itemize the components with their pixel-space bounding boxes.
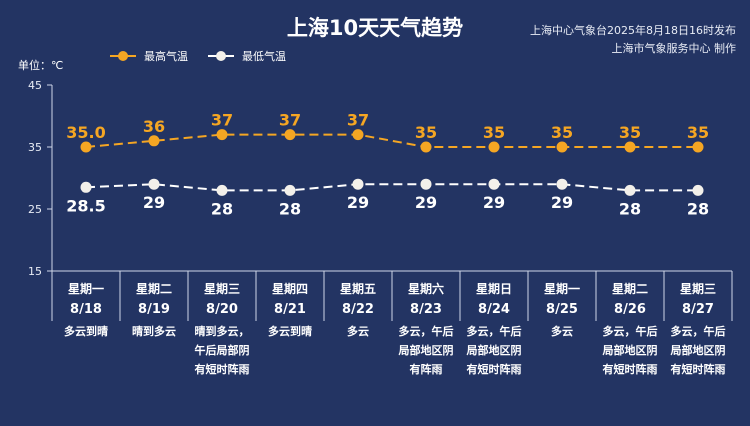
producer-info: 上海市气象服务中心 制作 <box>611 42 737 55</box>
date-label: 8/23 <box>410 302 442 317</box>
weather-text: 多云，午后 <box>399 324 454 338</box>
weekday-label: 星期一 <box>68 281 104 296</box>
date-label: 8/25 <box>546 302 578 317</box>
weekday-label: 星期六 <box>408 281 444 296</box>
date-label: 8/20 <box>206 302 238 317</box>
high-marker-icon <box>110 51 136 61</box>
weather-text: 局部地区阴 <box>602 343 658 357</box>
weekday-label: 星期二 <box>612 281 648 296</box>
weather-text: 有短时阵雨 <box>671 362 726 376</box>
legend-low-label: 最低气温 <box>242 50 286 63</box>
y-tick-label: 45 <box>28 79 42 92</box>
low-temp-point <box>80 181 92 193</box>
high-temp-line <box>85 133 698 148</box>
weather-text: 有短时阵雨 <box>467 362 522 376</box>
low-temp-point <box>148 178 160 190</box>
weather-text: 局部地区阴 <box>670 343 726 357</box>
high-temp-label: 37 <box>347 111 369 130</box>
low-temp-point <box>284 184 296 196</box>
low-temp-label: 28 <box>279 199 301 218</box>
weather-text: 多云 <box>347 324 369 338</box>
weekday-label: 星期五 <box>340 281 376 296</box>
weather-text: 晴到多云， <box>195 324 250 338</box>
weather-text: 多云到晴 <box>268 324 312 338</box>
high-temp-label: 35 <box>415 123 437 142</box>
high-temp-point <box>692 141 704 153</box>
low-temp-label: 29 <box>415 193 437 212</box>
high-temp-label: 35 <box>551 123 573 142</box>
high-temp-label: 35 <box>619 123 641 142</box>
weekday-label: 星期二 <box>136 281 172 296</box>
low-temp-label: 29 <box>347 193 369 212</box>
high-temp-label: 35.0 <box>66 123 105 142</box>
weather-text: 多云到晴 <box>64 324 108 338</box>
high-temp-point <box>420 141 432 153</box>
date-label: 8/24 <box>478 302 510 317</box>
low-temp-label: 29 <box>551 193 573 212</box>
weather-text: 多云，午后 <box>671 324 726 338</box>
date-label: 8/26 <box>614 302 646 317</box>
y-tick-label: 15 <box>28 265 42 278</box>
high-temp-label: 35 <box>687 123 709 142</box>
low-marker-icon <box>208 51 234 61</box>
low-temp-line <box>85 183 698 192</box>
low-temp-label: 28 <box>211 199 233 218</box>
date-label: 8/22 <box>342 302 374 317</box>
weather-text: 多云 <box>551 324 573 338</box>
weekday-label: 星期一 <box>544 281 580 296</box>
high-temp-point <box>80 141 92 153</box>
high-temp-point <box>624 141 636 153</box>
high-temp-point <box>284 129 296 141</box>
low-temp-point <box>216 184 228 196</box>
legend-low[interactable]: 最低气温 <box>208 48 286 64</box>
weather-text: 有短时阵雨 <box>195 362 250 376</box>
y-tick-label: 25 <box>28 203 42 216</box>
weekday-label: 星期日 <box>476 281 512 296</box>
chart-title: 上海10天天气趋势 <box>286 16 464 40</box>
high-temp-label: 37 <box>211 111 233 130</box>
weather-text: 局部地区阴 <box>398 343 454 357</box>
weather-text: 晴到多云 <box>132 324 176 338</box>
weekday-label: 星期三 <box>680 281 716 296</box>
legend: 最高气温 最低气温 <box>110 48 286 64</box>
low-temp-point <box>488 178 500 190</box>
high-temp-point <box>556 141 568 153</box>
date-label: 8/21 <box>274 302 306 317</box>
weather-text: 午后局部阴 <box>195 343 250 357</box>
low-temp-point <box>556 178 568 190</box>
weather-text: 局部地区阴 <box>466 343 522 357</box>
low-temp-label: 29 <box>483 193 505 212</box>
low-temp-point <box>692 184 704 196</box>
low-temp-label: 28 <box>687 199 709 218</box>
high-temp-label: 36 <box>143 117 165 136</box>
low-temp-point <box>624 184 636 196</box>
source-info: 上海中心气象台2025年8月18日16时发布 上海市气象服务中心 制作 <box>530 22 736 58</box>
y-axis-unit: 单位：℃ <box>18 59 64 72</box>
date-label: 8/27 <box>682 302 714 317</box>
low-temp-label: 28.5 <box>66 196 105 215</box>
weather-text: 多云，午后 <box>467 324 522 338</box>
legend-high-label: 最高气温 <box>144 50 188 63</box>
high-temp-label: 35 <box>483 123 505 142</box>
weather-text: 多云，午后 <box>603 324 658 338</box>
weekday-label: 星期四 <box>272 281 308 296</box>
low-temp-point <box>420 178 432 190</box>
high-temp-point <box>488 141 500 153</box>
weather-text: 有短时阵雨 <box>603 362 658 376</box>
publish-info: 上海中心气象台2025年8月18日16时发布 <box>530 24 736 37</box>
y-tick-label: 35 <box>28 141 42 154</box>
date-label: 8/18 <box>70 302 102 317</box>
high-temp-label: 37 <box>279 111 301 130</box>
date-label: 8/19 <box>138 302 170 317</box>
weekday-label: 星期三 <box>204 281 240 296</box>
legend-high[interactable]: 最高气温 <box>110 48 188 64</box>
low-temp-point <box>352 178 364 190</box>
low-temp-label: 28 <box>619 199 641 218</box>
high-temp-point <box>148 135 160 147</box>
high-temp-point <box>216 129 228 141</box>
weather-text: 有阵雨 <box>410 362 443 376</box>
low-temp-label: 29 <box>143 193 165 212</box>
high-temp-point <box>352 129 364 141</box>
